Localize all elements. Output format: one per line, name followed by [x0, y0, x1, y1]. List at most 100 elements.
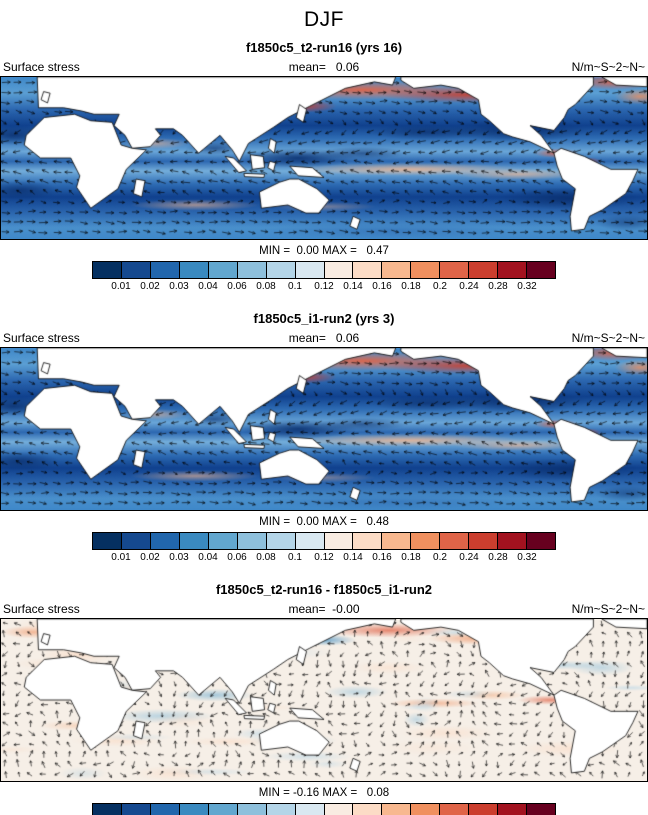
colorbar-cell [237, 533, 267, 549]
map-canvas-diff [0, 618, 648, 782]
colorbar-cell [324, 533, 354, 549]
map-header-run2: Surface stress mean= 0.06 N/m~S~2~N~ [0, 331, 648, 345]
units-label: N/m~S~2~N~ [571, 60, 645, 74]
colorbar-labels: 0.01 0.02 0.03 0.04 0.06 0.08 0.1 0.12 0.14 0.16 0… [92, 281, 556, 294]
colorbar-tick-label: 0.14 [343, 552, 363, 563]
mean-label: mean= 0.06 [288, 60, 360, 74]
colorbar-cell [498, 804, 528, 815]
colorbar-cell [440, 533, 470, 549]
colorbar-tick-label: 0.06 [227, 552, 247, 563]
colorbar-cell [266, 804, 296, 815]
colorbar-labels: 0.01 0.02 0.03 0.04 0.06 0.08 0.1 0.12 0.14 0.16 0… [92, 552, 556, 565]
colorbar-cell [469, 804, 499, 815]
panel-run2: f1850c5_i1-run2 (yrs 3) Surface stress m… [0, 311, 648, 565]
colorbar-cell [295, 262, 325, 278]
colorbar-cell [208, 262, 238, 278]
page-title: DJF [304, 8, 344, 31]
colorbar-tick-label: 0.2 [433, 281, 447, 292]
colorbar-cell [353, 804, 383, 815]
colorbar-tick-label: 0.08 [256, 552, 276, 563]
colorbar-cell [150, 804, 180, 815]
colorbar-cell [179, 533, 209, 549]
panel-run16: f1850c5_t2-run16 (yrs 16) Surface stress… [0, 40, 648, 294]
colorbar-tick-label: 0.16 [372, 281, 392, 292]
colorbar-tick-label: 0.01 [111, 281, 131, 292]
colorbar-tick-label: 0.24 [459, 552, 479, 563]
colorbar-cell [121, 533, 151, 549]
colorbar-tick-label: 0.18 [401, 281, 421, 292]
colorbar-tick-label: 0.28 [488, 552, 508, 563]
panel-title-diff: f1850c5_t2-run16 - f1850c5_i1-run2 [215, 582, 433, 597]
colorbar-cell [353, 533, 383, 549]
colorbar-cell [527, 262, 555, 278]
minmax-label: MIN = 0.00 MAX = 0.48 [259, 516, 389, 528]
colorbar-cell [382, 804, 412, 815]
colorbar-tick-label: 0.24 [459, 281, 479, 292]
units-label: N/m~S~2~N~ [571, 331, 645, 345]
colorbar-cell [179, 262, 209, 278]
colorbar-tick-label: 0.02 [140, 552, 160, 563]
colorbar-tick-label: 0.06 [227, 281, 247, 292]
colorbar-cell [93, 804, 122, 815]
colorbar-cell [208, 804, 238, 815]
colorbar-tick-label: 0.12 [314, 552, 334, 563]
colorbar-cell [527, 533, 555, 549]
colorbar-cell [469, 262, 499, 278]
colorbar-cell [93, 533, 122, 549]
colorbar-cell [469, 533, 499, 549]
map-header-diff: Surface stress mean= -0.00 N/m~S~2~N~ [0, 602, 648, 616]
colorbar-cell [208, 533, 238, 549]
colorbar-cell [353, 262, 383, 278]
colorbar-cell [295, 804, 325, 815]
colorbar [92, 532, 556, 550]
colorbar-cell [440, 804, 470, 815]
colorbar-cell [121, 262, 151, 278]
colorbar-cell [121, 804, 151, 815]
colorbar [92, 803, 556, 815]
colorbar-cell [382, 533, 412, 549]
map-canvas-run16 [0, 76, 648, 240]
colorbar-cell [411, 804, 441, 815]
colorbar-tick-label: 0.32 [517, 281, 537, 292]
map-canvas-run2 [0, 347, 648, 511]
colorbar-tick-label: 0.12 [314, 281, 334, 292]
units-label: N/m~S~2~N~ [571, 602, 645, 616]
colorbar-wrap: -0.12-0.09-0.06-0.04-0.03-0.02-0.0100.01… [92, 803, 556, 815]
colorbar-cell [237, 262, 267, 278]
colorbar-tick-label: 0.04 [198, 281, 218, 292]
minmax-label: MIN = 0.00 MAX = 0.47 [259, 245, 389, 257]
colorbar-wrap: 0.01 0.02 0.03 0.04 0.06 0.08 0.1 0.12 0.14 0.16 0… [92, 261, 556, 294]
colorbar-cell [237, 804, 267, 815]
colorbar-cell [266, 262, 296, 278]
colorbar-tick-label: 0.1 [288, 552, 302, 563]
colorbar-cell [93, 262, 122, 278]
colorbar-cell [440, 262, 470, 278]
colorbar-tick-label: 0.14 [343, 281, 363, 292]
colorbar-tick-label: 0.01 [111, 552, 131, 563]
colorbar-cell [324, 262, 354, 278]
colorbar-tick-label: 0.32 [517, 552, 537, 563]
colorbar-cell [498, 533, 528, 549]
panel-diff: f1850c5_t2-run16 - f1850c5_i1-run2 Surfa… [0, 582, 648, 815]
colorbar-tick-label: 0.04 [198, 552, 218, 563]
colorbar-tick-label: 0.18 [401, 552, 421, 563]
colorbar-tick-label: 0.03 [169, 281, 189, 292]
colorbar-tick-label: 0.02 [140, 281, 160, 292]
colorbar-tick-label: 0.03 [169, 552, 189, 563]
colorbar-tick-label: 0.28 [488, 281, 508, 292]
colorbar-cell [382, 262, 412, 278]
colorbar-cell [527, 804, 555, 815]
field-label: Surface stress [3, 331, 80, 345]
colorbar-cell [150, 533, 180, 549]
colorbar-tick-label: 0.16 [372, 552, 392, 563]
colorbar [92, 261, 556, 279]
field-label: Surface stress [3, 60, 80, 74]
mean-label: mean= -0.00 [288, 602, 360, 616]
colorbar-cell [266, 533, 296, 549]
field-label: Surface stress [3, 602, 80, 616]
colorbar-wrap: 0.01 0.02 0.03 0.04 0.06 0.08 0.1 0.12 0.14 0.16 0… [92, 532, 556, 565]
colorbar-cell [411, 262, 441, 278]
colorbar-tick-label: 0.1 [288, 281, 302, 292]
colorbar-cell [150, 262, 180, 278]
